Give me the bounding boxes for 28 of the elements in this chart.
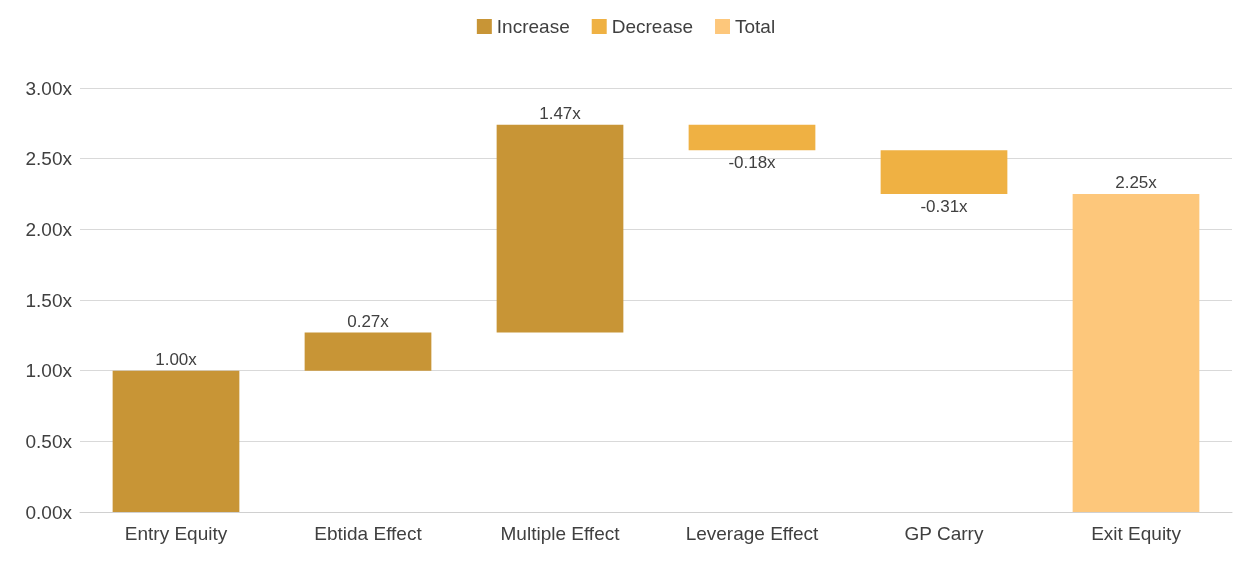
data-label: 1.47x [539,103,582,123]
x-tick-label: Leverage Effect [685,523,820,544]
y-tick-label: 1.50x [25,289,73,311]
bar [496,124,624,333]
x-tick-label: GP Carry [904,523,984,544]
legend-label: Decrease [611,16,694,37]
legend-label: Increase [496,16,570,37]
bar [112,370,240,512]
legend-label: Total [735,16,776,37]
x-tick-label: Entry Equity [124,523,228,544]
bar [688,124,816,151]
y-tick-label: 3.00x [25,77,73,99]
data-label: 2.25x [1115,173,1158,192]
bar [1072,194,1200,512]
x-tick-label: Ebtida Effect [314,523,423,544]
y-tick-label: 2.00x [25,218,73,240]
bar [304,332,432,371]
y-tick-label: 0.50x [25,430,73,452]
x-tick-label: Exit Equity [1091,523,1182,544]
y-tick-label: 0.00x [25,501,73,523]
data-label: 1.00x [155,349,198,369]
x-tick-label: Multiple Effect [500,523,621,544]
bar [880,150,1008,194]
data-label: 0.27x [347,311,390,331]
y-tick-label: 1.00x [25,360,73,382]
y-tick-label: 2.50x [25,148,73,170]
data-label: -0.18x [728,153,777,173]
data-label: -0.31x [920,197,969,216]
